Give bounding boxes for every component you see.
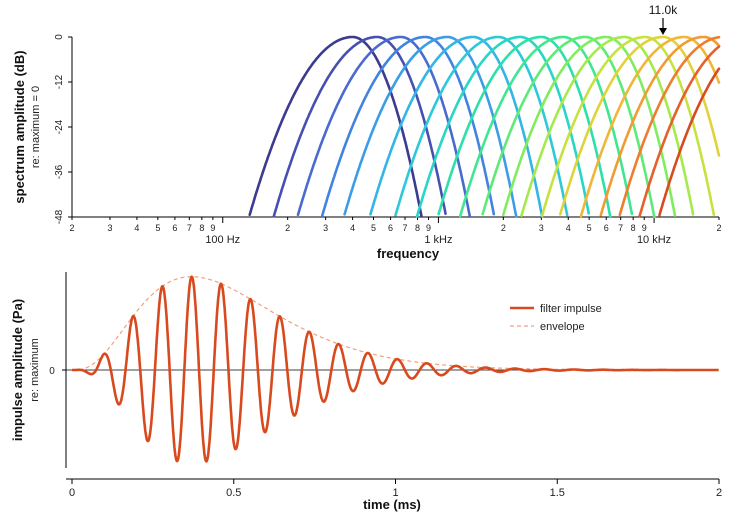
spectrum-x-minor-label: 3 xyxy=(107,223,112,233)
impulse-y-tick-label: 0 xyxy=(49,366,55,377)
spectrum-curve-13 xyxy=(520,35,695,217)
spectrum-x-minor-label: 5 xyxy=(155,223,160,233)
spectrum-x-minor-label: 3 xyxy=(539,223,544,233)
spectrum-x-minor-label: 6 xyxy=(388,223,393,233)
spectrum-curve-3 xyxy=(296,35,471,218)
center-frequency-label: 11.0k xyxy=(649,3,678,17)
impulse-x-ticks: 0 0.5 1 1.5 2 xyxy=(69,479,722,499)
spectrum-y-tick-label: 0 xyxy=(54,34,65,40)
spectrum-curve-12 xyxy=(502,35,677,217)
spectrum-x-minor-label: 7 xyxy=(402,223,407,233)
spectrum-curve-16 xyxy=(579,35,721,218)
spectrum-x-minor-label: 2 xyxy=(285,223,290,233)
spectrum-curve-20 xyxy=(658,67,721,217)
spectrum-y-tick-label: -48 xyxy=(54,209,65,224)
spectrum-curve-17 xyxy=(599,35,721,217)
impulse-y-ticks: 0 xyxy=(49,366,66,377)
spectrum-panel: 0-12-24-36-48 2 3 4 5 6 7 8 9 2 3 4 5 6 7 8 9 2 3 4 5 6 7 8 9 21… xyxy=(12,3,722,261)
spectrum-y-tick-label: -12 xyxy=(54,74,65,89)
spectrum-curve-19 xyxy=(638,45,721,218)
impulse-y-sublabel: re: maximum xyxy=(29,338,41,402)
spectrum-x-minor-label: 9 xyxy=(426,223,431,233)
spectrum-curves xyxy=(248,35,721,219)
spectrum-x-minor-label: 2 xyxy=(69,223,74,233)
spectrum-curve-5 xyxy=(343,35,518,218)
center-frequency-annotation: 11.0k xyxy=(649,3,678,35)
spectrum-curve-8 xyxy=(415,35,590,218)
spectrum-x-minor-label: 4 xyxy=(134,223,139,233)
spectrum-x-minor-label: 6 xyxy=(172,223,177,233)
spectrum-y-tick-label: -36 xyxy=(54,164,65,179)
spectrum-curve-1 xyxy=(248,35,423,218)
impulse-x-tick-label: 1 xyxy=(392,487,398,499)
impulse-x-tick-label: 1.5 xyxy=(550,487,565,499)
impulse-x-label: time (ms) xyxy=(363,497,421,512)
impulse-x-tick-label: 0 xyxy=(69,487,75,499)
spectrum-y-ticks: 0 -12 -24 -36 -48 xyxy=(54,34,72,224)
spectrum-curve-9 xyxy=(437,35,612,219)
spectrum-x-minor-label: 5 xyxy=(587,223,592,233)
spectrum-curve-6 xyxy=(369,35,544,218)
annotation-arrow-head xyxy=(659,28,668,35)
spectrum-curve-2 xyxy=(272,35,447,218)
spectrum-x-major-label: 1 kHz xyxy=(424,234,452,246)
spectrum-x-major-label: 100 Hz xyxy=(205,234,240,246)
spectrum-x-minor-label: 4 xyxy=(350,223,355,233)
spectrum-curve-4 xyxy=(320,35,496,218)
spectrum-y-label: spectrum amplitude (dB) xyxy=(12,50,27,203)
spectrum-x-minor-label: 7 xyxy=(618,223,623,233)
impulse-panel: 0 0.5 1 1.5 2 0 filter impulse envelope time… xyxy=(10,272,722,512)
spectrum-curve-14 xyxy=(540,35,716,217)
spectrum-x-minor-label: 9 xyxy=(210,223,215,233)
impulse-legend: filter impulse envelope xyxy=(510,303,602,333)
spectrum-x-minor-label: 8 xyxy=(199,223,204,233)
spectrum-x-minor-label: 7 xyxy=(187,223,192,233)
spectrum-x-minor-label: 8 xyxy=(415,223,420,233)
spectrum-x-major-label: 10 kHz xyxy=(637,234,671,246)
spectrum-x-minor-label: 5 xyxy=(371,223,376,233)
spectrum-curve-18 xyxy=(618,35,721,217)
spectrum-x-minor-label: 6 xyxy=(604,223,609,233)
spectrum-curve-7 xyxy=(394,35,569,217)
impulse-x-tick-label: 0.5 xyxy=(226,487,241,499)
spectrum-y-tick-label: -24 xyxy=(54,119,65,134)
spectrum-x-minor-label: 8 xyxy=(631,223,636,233)
impulse-x-tick-label: 2 xyxy=(716,487,722,499)
spectrum-x-minor-label: 2 xyxy=(716,223,721,233)
filter-impulse-line xyxy=(71,275,720,463)
spectrum-x-minor-label: 3 xyxy=(323,223,328,233)
spectrum-curve-11 xyxy=(481,35,656,219)
impulse-y-label: impulse amplitude (Pa) xyxy=(10,299,25,441)
spectrum-x-minor-label: 2 xyxy=(501,223,506,233)
legend-label-envelope: envelope xyxy=(540,321,585,333)
spectrum-x-minor-label: 9 xyxy=(642,223,647,233)
spectrum-curve-15 xyxy=(559,35,721,216)
spectrum-x-label: frequency xyxy=(377,246,440,261)
legend-label-filter-impulse: filter impulse xyxy=(540,303,602,315)
spectrum-x-minor-label: 4 xyxy=(566,223,571,233)
spectrum-y-sublabel: re: maximum = 0 xyxy=(30,86,42,168)
